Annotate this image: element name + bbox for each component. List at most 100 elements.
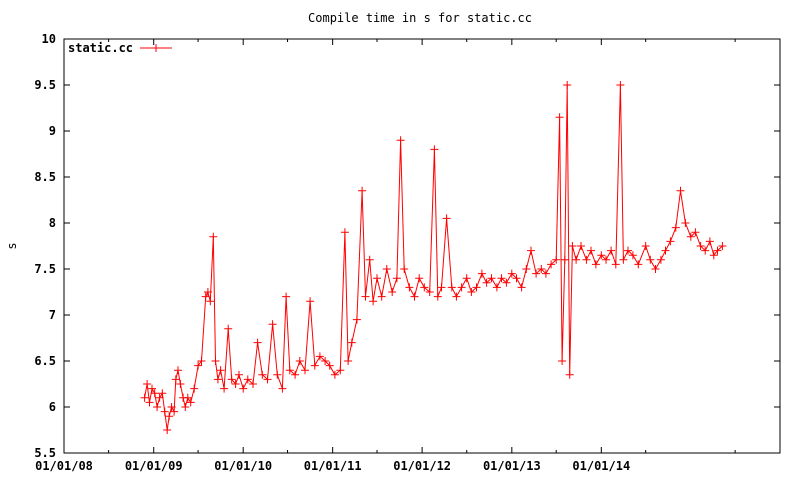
data-point [661, 246, 670, 255]
legend-marker [152, 44, 160, 52]
y-tick-label: 9.5 [34, 78, 56, 92]
data-point [211, 357, 220, 365]
data-point [430, 145, 439, 154]
data-point [420, 283, 429, 292]
data-point [477, 269, 486, 278]
x-tick-label: 01/01/08 [35, 459, 93, 473]
data-point [388, 288, 397, 296]
data-point [497, 274, 506, 283]
data-point [641, 242, 650, 250]
data-point [587, 246, 595, 255]
data-point [646, 255, 655, 264]
data-point [278, 384, 287, 393]
data-point [365, 255, 374, 264]
data-point [502, 278, 511, 287]
data-point [263, 375, 272, 384]
data-point [552, 255, 561, 264]
y-tick-label: 9 [49, 124, 56, 138]
data-point [190, 384, 199, 393]
x-tick-label: 01/01/14 [572, 459, 630, 473]
data-point [666, 237, 675, 246]
y-tick-label: 5.5 [34, 446, 56, 460]
y-tick-label: 7 [49, 308, 56, 322]
data-point [243, 375, 252, 384]
data-point [527, 246, 535, 255]
data-point [340, 228, 349, 237]
data-point [150, 389, 159, 398]
data-point [547, 260, 556, 269]
data-point [568, 242, 577, 250]
data-point [619, 255, 628, 264]
data-point [462, 274, 471, 283]
data-point [369, 297, 378, 306]
chart-title: Compile time in s for static.cc [308, 11, 532, 25]
y-tick-label: 6 [49, 400, 56, 414]
x-tick-label: 01/01/10 [214, 459, 272, 473]
data-point [537, 265, 546, 273]
data-point [472, 283, 481, 292]
data-point [671, 223, 680, 232]
data-point [405, 283, 414, 292]
data-point [452, 292, 461, 301]
data-point [186, 398, 195, 407]
data-point [145, 398, 154, 407]
data-point [457, 283, 466, 292]
data-point [555, 113, 564, 122]
data-point [203, 288, 212, 296]
data-point [442, 214, 451, 223]
data-point [582, 255, 591, 264]
data-point [611, 260, 620, 269]
data-point [160, 407, 169, 416]
data-point [565, 370, 574, 379]
data-point [235, 370, 243, 379]
y-tick-label: 6.5 [34, 354, 56, 368]
y-tick-label: 7.5 [34, 262, 56, 276]
data-point [301, 366, 309, 375]
data-point [607, 246, 616, 255]
data-point [344, 357, 353, 365]
data-point [181, 403, 190, 411]
data-point [321, 357, 330, 365]
data-point [170, 407, 179, 416]
data-point [487, 274, 496, 283]
data-point [433, 292, 442, 301]
data-point [597, 251, 606, 260]
data-point [306, 297, 315, 306]
data-point [253, 338, 262, 347]
data-point [560, 255, 569, 264]
data-point [176, 380, 185, 388]
data-point [216, 366, 225, 375]
data-point [628, 251, 637, 260]
data-point [437, 283, 446, 292]
y-tick-label: 8.5 [34, 170, 56, 184]
data-point [336, 366, 345, 375]
data-point [681, 219, 690, 227]
data-point [285, 366, 294, 375]
data-point [558, 357, 567, 365]
data-point [153, 403, 162, 411]
data-point [591, 260, 600, 269]
data-point [691, 228, 700, 237]
data-point [209, 232, 218, 241]
data-point [347, 338, 356, 347]
data-point [258, 370, 267, 379]
data-point [227, 375, 236, 384]
data-point [163, 426, 172, 434]
data-point [213, 375, 222, 384]
data-point [522, 265, 531, 273]
data-point [330, 370, 339, 379]
data-point [143, 380, 152, 388]
data-point [492, 283, 501, 292]
data-point [373, 274, 381, 283]
data-point [425, 288, 434, 296]
data-point [532, 269, 541, 278]
data-point [396, 136, 405, 145]
data-point [361, 292, 370, 301]
series-static-cc [140, 81, 727, 434]
data-point [709, 251, 718, 260]
data-point [602, 255, 610, 264]
data-point [696, 242, 705, 250]
data-point [507, 269, 516, 278]
data-point [676, 186, 685, 195]
data-point [634, 260, 643, 269]
